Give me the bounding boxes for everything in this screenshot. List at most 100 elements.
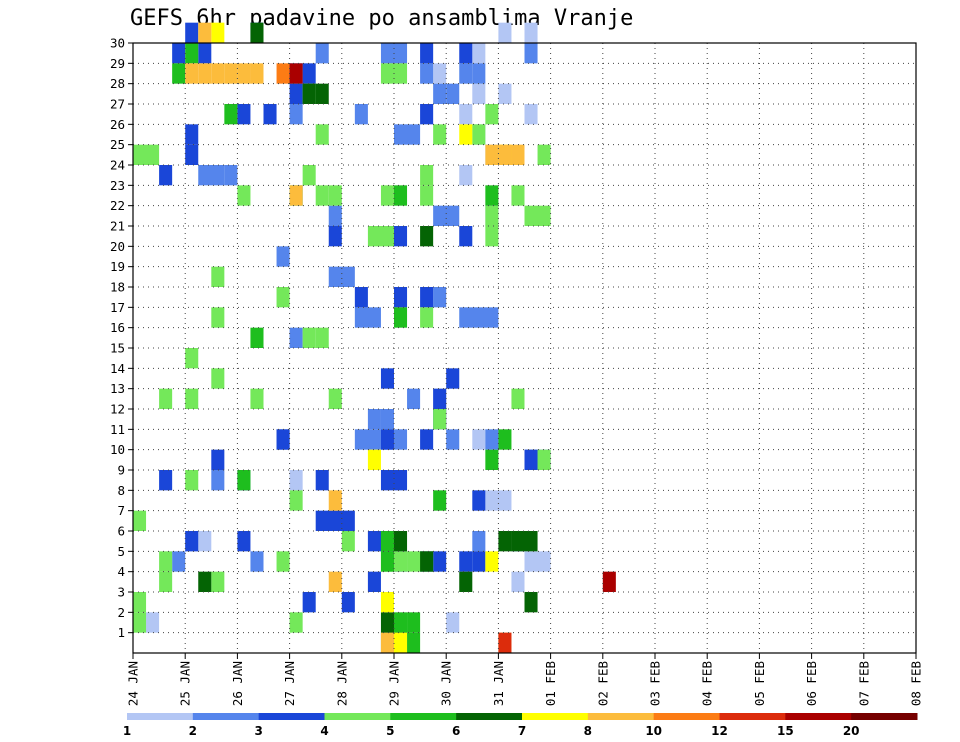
heatmap-cell	[472, 551, 486, 572]
legend-label: 15	[777, 724, 794, 738]
legend-swatch	[324, 713, 391, 720]
heatmap-cell	[302, 83, 316, 104]
heatmap-cell	[289, 327, 303, 348]
heatmap-cell	[341, 531, 355, 552]
heatmap-cell	[198, 22, 212, 43]
heatmap-cell	[367, 571, 381, 592]
heatmap-cell	[289, 83, 303, 104]
heatmap-cell	[472, 124, 486, 145]
y-tick-label: 7	[117, 503, 125, 518]
heatmap-cell	[433, 409, 447, 430]
heatmap-cell	[459, 63, 473, 84]
heatmap-cell	[289, 185, 303, 206]
heatmap-cell	[328, 571, 342, 592]
y-tick-label: 18	[110, 280, 125, 295]
heatmap-cell	[407, 612, 421, 633]
heatmap-cell	[315, 43, 329, 64]
y-tick-label: 20	[110, 239, 125, 254]
heatmap-cell	[367, 409, 381, 430]
heatmap-cell	[289, 612, 303, 633]
heatmap-cell	[354, 429, 381, 450]
heatmap-cell	[524, 104, 538, 125]
legend-swatch	[653, 713, 720, 720]
heatmap-cell	[354, 104, 368, 125]
heatmap-cell	[420, 165, 434, 186]
heatmap-cell	[237, 104, 251, 125]
heatmap-cell	[133, 144, 160, 165]
heatmap-cell	[511, 531, 525, 552]
heatmap-cell	[185, 124, 199, 145]
heatmap-cell	[524, 449, 538, 470]
legend-swatch	[587, 713, 655, 720]
y-tick-label: 12	[110, 402, 125, 417]
legend-label: 8	[584, 724, 592, 738]
y-tick-label: 3	[117, 585, 125, 600]
x-tick-label: 31 JAN	[491, 661, 506, 706]
heatmap-cell	[420, 226, 434, 247]
y-tick-label: 23	[110, 178, 125, 193]
heatmap-cell	[498, 22, 512, 43]
heatmap-cell	[420, 185, 434, 206]
heatmap-cell	[472, 490, 486, 511]
y-tick-label: 26	[110, 117, 125, 132]
y-tick-label: 24	[110, 158, 125, 173]
heatmap-cell	[211, 470, 225, 491]
heatmap-cell	[485, 205, 499, 226]
heatmap-cell	[380, 368, 394, 389]
heatmap-cell	[602, 571, 616, 592]
heatmap-cell	[459, 551, 473, 572]
heatmap-cell	[315, 327, 329, 348]
heatmap-cell	[211, 22, 225, 43]
heatmap-cell	[185, 63, 199, 84]
heatmap-cell	[394, 531, 408, 552]
heatmap-cell	[211, 307, 225, 328]
y-tick-label: 27	[110, 97, 125, 112]
heatmap-cell	[498, 83, 512, 104]
heatmap-cell	[498, 144, 512, 165]
heatmap-cell	[159, 470, 173, 491]
legend-label: 5	[386, 724, 394, 738]
heatmap-cell	[367, 449, 381, 470]
grid-layer	[133, 43, 916, 653]
legend-swatch	[851, 713, 918, 720]
heatmap-cell	[446, 612, 460, 633]
heatmap-cell	[133, 510, 147, 531]
legend-label: 1	[123, 724, 131, 738]
x-tick-label: 26 JAN	[230, 661, 245, 706]
heatmap-cell	[380, 409, 394, 430]
x-tick-label: 08 FEB	[909, 661, 924, 706]
x-tick-label: 03 FEB	[648, 661, 663, 706]
heatmap-cell	[276, 551, 290, 572]
heatmap-cell	[159, 571, 173, 592]
heatmap-cell	[446, 429, 460, 450]
heatmap-cell	[380, 592, 394, 613]
heatmap-cell	[420, 43, 434, 64]
x-tick-label: 25 JAN	[178, 661, 193, 706]
heatmap-cell	[276, 63, 290, 84]
heatmap-cell	[159, 388, 173, 409]
legend-swatch	[192, 713, 260, 720]
heatmap-cell	[185, 22, 199, 43]
heatmap-cell	[159, 551, 173, 572]
heatmap-cell	[511, 144, 525, 165]
y-tick-label: 10	[110, 442, 125, 457]
y-tick-label: 29	[110, 56, 125, 71]
heatmap-cell	[472, 531, 486, 552]
y-tick-label: 5	[117, 544, 125, 559]
heatmap-cell	[237, 531, 251, 552]
heatmap-cell	[224, 165, 238, 186]
heatmap-cell	[459, 124, 473, 145]
heatmap-cell	[485, 449, 499, 470]
heatmap-cell	[211, 449, 225, 470]
heatmap-cell	[211, 266, 225, 287]
heatmap-cell	[328, 205, 342, 226]
heatmap-cell	[472, 43, 486, 64]
y-tick-label: 16	[110, 320, 125, 335]
y-axis: 1234567891011121314151617181920212223242…	[110, 36, 133, 640]
y-tick-label: 22	[110, 198, 125, 213]
heatmap-cell	[289, 63, 303, 84]
heatmap-cell	[315, 470, 329, 491]
heatmap-cell	[146, 612, 160, 633]
heatmap-cell	[420, 551, 434, 572]
legend-swatch	[522, 713, 589, 720]
